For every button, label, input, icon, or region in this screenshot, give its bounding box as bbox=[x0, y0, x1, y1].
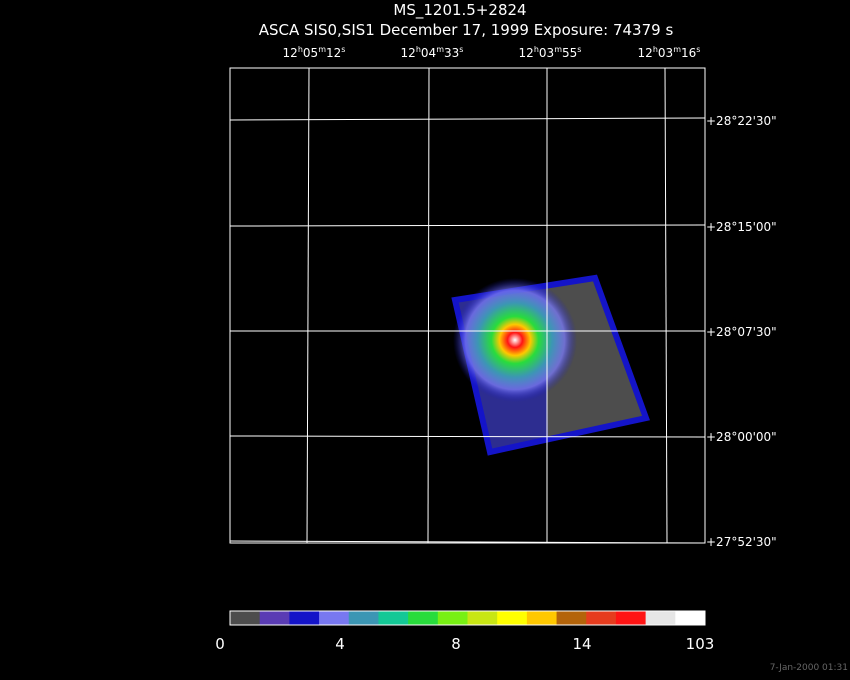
title: MS_1201.5+2824 bbox=[393, 1, 526, 20]
ra-unit: h bbox=[298, 45, 303, 54]
ra-label: 12h04m33s bbox=[401, 45, 464, 60]
image-blob bbox=[451, 274, 650, 456]
colorbar-label: 4 bbox=[335, 635, 345, 653]
ra-unit: s bbox=[577, 45, 581, 54]
colorbar-swatch bbox=[230, 611, 261, 625]
ra-value: 03 bbox=[658, 46, 673, 60]
ra-value: 12 bbox=[283, 46, 298, 60]
colorbar-swatch bbox=[408, 611, 439, 625]
ra-unit: s bbox=[696, 45, 700, 54]
ra-value: 33 bbox=[444, 46, 459, 60]
colorbar-swatch bbox=[259, 611, 290, 625]
colorbar-swatch bbox=[319, 611, 350, 625]
ra-unit: h bbox=[653, 45, 658, 54]
ra-value: 12 bbox=[401, 46, 416, 60]
colorbar-swatch bbox=[437, 611, 468, 625]
dec-label: +28°00'00" bbox=[706, 430, 777, 444]
colorbar-swatch bbox=[289, 611, 320, 625]
ra-value: 55 bbox=[562, 46, 577, 60]
ra-unit: m bbox=[436, 45, 444, 54]
ra-value: 16 bbox=[681, 46, 696, 60]
colorbar-swatch bbox=[645, 611, 676, 625]
dec-label: +28°07'30" bbox=[706, 325, 777, 339]
colorbar-swatch bbox=[497, 611, 528, 625]
colorbar-swatch bbox=[467, 611, 498, 625]
ra-label: 12h05m12s bbox=[283, 45, 346, 60]
dec-label: +28°15'00" bbox=[706, 220, 777, 234]
ra-unit: s bbox=[459, 45, 463, 54]
ra-unit: m bbox=[318, 45, 326, 54]
ra-unit: m bbox=[554, 45, 562, 54]
colorbar-label: 0 bbox=[215, 635, 225, 653]
colorbar-swatch bbox=[348, 611, 379, 625]
subtitle: ASCA SIS0,SIS1 December 17, 1999 Exposur… bbox=[259, 21, 674, 39]
ra-label: 12h03m55s bbox=[519, 45, 582, 60]
dec-label: +28°22'30" bbox=[706, 114, 777, 128]
ra-value: 12 bbox=[519, 46, 534, 60]
colorbar-swatch bbox=[378, 611, 409, 625]
timestamp: 7-Jan-2000 01:31 bbox=[770, 663, 848, 673]
ra-value: 05 bbox=[303, 46, 318, 60]
colorbar-label: 8 bbox=[451, 635, 461, 653]
coordinate-grid bbox=[229, 67, 706, 544]
ra-unit: s bbox=[341, 45, 345, 54]
ra-value: 04 bbox=[421, 46, 436, 60]
colorbar-frame bbox=[229, 610, 706, 626]
ra-unit: h bbox=[416, 45, 421, 54]
colorbar-label: 14 bbox=[572, 635, 591, 653]
ra-value: 12 bbox=[638, 46, 653, 60]
colorbar-swatch bbox=[675, 611, 706, 625]
colorbar-swatch bbox=[615, 611, 647, 625]
ra-value: 03 bbox=[539, 46, 554, 60]
colorbar-swatch bbox=[586, 611, 617, 625]
dec-label: +27°52'30" bbox=[706, 535, 777, 549]
ra-label: 12h03m16s bbox=[638, 45, 701, 60]
ra-unit: m bbox=[673, 45, 681, 54]
colorbar-swatch bbox=[526, 611, 558, 625]
ra-value: 12 bbox=[326, 46, 341, 60]
ra-unit: h bbox=[534, 45, 539, 54]
colorbar-swatch bbox=[556, 611, 587, 625]
colorbar-label: 103 bbox=[686, 635, 715, 653]
